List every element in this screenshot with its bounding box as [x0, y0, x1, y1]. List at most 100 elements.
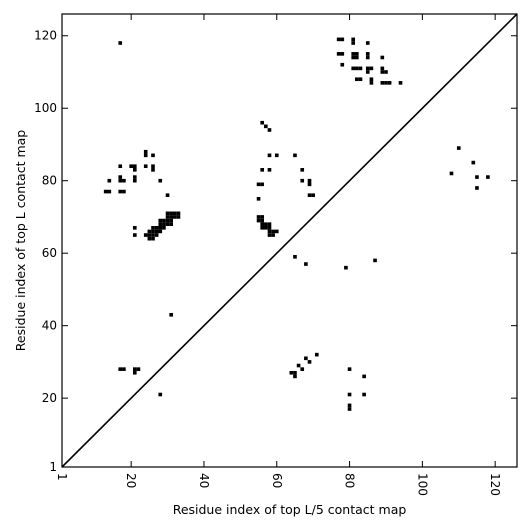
contact-point — [147, 236, 152, 241]
y-tick-label: 120 — [34, 29, 57, 43]
contact-point — [256, 218, 261, 223]
contact-point — [132, 226, 137, 230]
contact-point — [347, 392, 352, 397]
contact-point — [369, 81, 374, 85]
contact-point — [165, 211, 170, 216]
contact-point — [362, 392, 366, 397]
contact-point — [154, 226, 159, 230]
contact-point — [162, 222, 166, 226]
contact-point — [340, 62, 345, 67]
contact-point — [143, 233, 148, 237]
contact-point — [340, 52, 345, 56]
contact-point — [365, 70, 370, 74]
contact-point — [267, 168, 272, 172]
contact-point — [103, 189, 108, 194]
contact-point — [274, 153, 279, 158]
contact-point — [122, 367, 126, 371]
contact-point — [173, 211, 177, 216]
contact-point — [132, 168, 137, 172]
contact-point — [143, 164, 148, 169]
contact-point — [300, 367, 305, 371]
contact-point — [173, 215, 177, 219]
contact-point — [307, 178, 312, 183]
x-tick-label: 20 — [124, 473, 138, 488]
contact-point — [351, 52, 356, 56]
contact-point — [260, 182, 265, 187]
contact-points — [103, 37, 490, 411]
contact-point — [260, 215, 265, 219]
contact-point — [267, 233, 272, 237]
contact-point — [143, 153, 148, 158]
contact-point — [336, 37, 341, 42]
contact-point — [176, 211, 181, 216]
x-tick-label: 120 — [488, 473, 502, 496]
contact-point — [267, 222, 272, 226]
contact-point — [398, 81, 403, 85]
contact-point — [169, 218, 174, 223]
contact-point — [351, 41, 356, 45]
contact-point — [165, 222, 170, 226]
contact-point — [293, 374, 297, 379]
contact-point — [118, 189, 123, 194]
contact-point — [475, 186, 479, 190]
contact-point — [129, 164, 133, 169]
contact-point — [176, 215, 181, 219]
y-tick-label: 40 — [42, 319, 57, 333]
y-tick-label: 60 — [42, 246, 57, 260]
contact-point — [169, 312, 174, 317]
contact-point — [256, 182, 261, 187]
contact-point — [158, 226, 163, 230]
contact-point — [132, 367, 137, 371]
contact-point — [165, 215, 170, 219]
contact-point — [158, 178, 163, 183]
contact-point — [256, 215, 261, 219]
contact-point — [267, 229, 272, 234]
contact-point — [271, 229, 275, 234]
contact-point — [264, 226, 268, 230]
contact-point — [147, 229, 152, 234]
contact-point — [122, 189, 126, 194]
contact-point — [351, 66, 356, 71]
contact-point — [118, 178, 123, 183]
contact-point — [300, 178, 305, 183]
contact-point — [118, 164, 123, 169]
contact-point — [293, 370, 297, 375]
y-axis-label: Residue index of top L contact map — [13, 130, 28, 351]
contact-point — [118, 41, 123, 45]
contact-point — [355, 66, 359, 71]
x-tick-label: 100 — [415, 473, 429, 496]
diagonal-line — [61, 13, 518, 468]
x-axis-label: Residue index of top L/5 contact map — [173, 502, 407, 517]
contact-point — [384, 81, 388, 85]
contact-point — [260, 168, 265, 172]
contact-point — [475, 175, 479, 179]
contact-point — [118, 175, 123, 179]
contact-point — [380, 55, 385, 60]
contact-point — [296, 363, 301, 368]
contact-point — [347, 367, 352, 371]
contact-point — [267, 226, 272, 230]
y-tick-label: 1 — [49, 460, 57, 474]
contact-point — [151, 153, 155, 158]
contact-point — [154, 233, 159, 237]
contact-point — [147, 233, 152, 237]
contact-point — [340, 37, 345, 42]
contact-point — [158, 229, 163, 234]
contact-point — [336, 52, 341, 56]
contact-point — [271, 233, 275, 237]
contact-point — [165, 193, 170, 198]
contact-point — [151, 233, 155, 237]
contact-point — [136, 367, 141, 371]
contact-point — [151, 229, 155, 234]
contact-point — [132, 233, 137, 237]
contact-point — [274, 229, 279, 234]
contact-point — [267, 153, 272, 158]
x-tick-label: 1 — [55, 473, 69, 481]
contact-point — [267, 128, 272, 132]
contact-point — [260, 222, 265, 226]
contact-point — [264, 222, 268, 226]
contact-point — [158, 392, 163, 397]
contact-point — [387, 81, 392, 85]
contact-point — [355, 55, 359, 60]
